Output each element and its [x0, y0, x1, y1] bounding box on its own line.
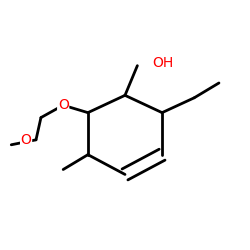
Text: O: O	[21, 133, 32, 147]
Text: OH: OH	[152, 56, 174, 70]
Text: O: O	[58, 98, 69, 112]
